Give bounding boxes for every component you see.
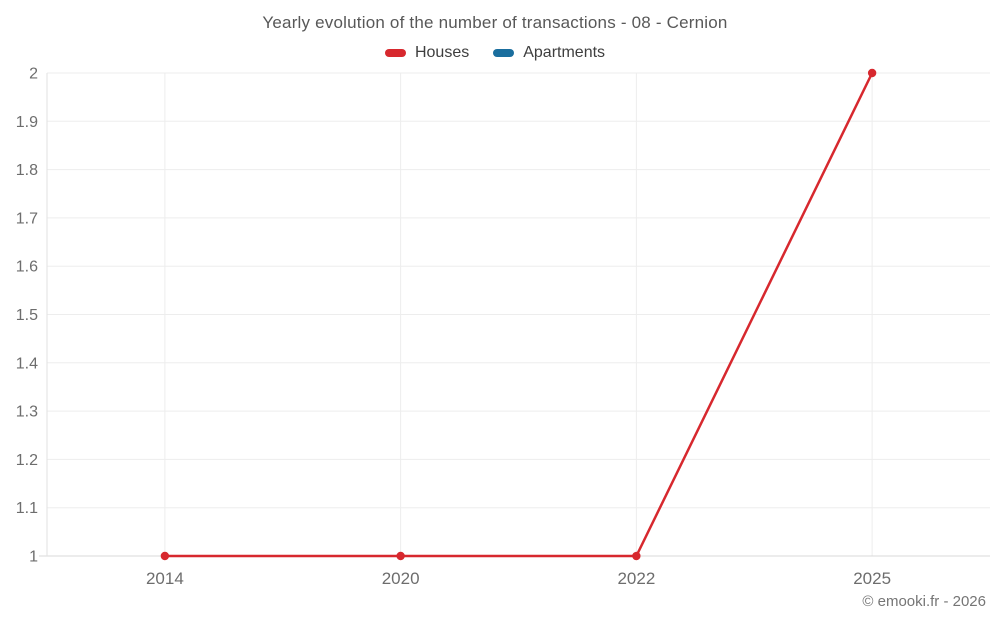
- data-point[interactable]: [867, 68, 877, 78]
- x-axis-tick-label: 2022: [617, 569, 655, 588]
- data-point[interactable]: [632, 551, 641, 561]
- data-point[interactable]: [396, 551, 405, 561]
- y-axis-tick-label: 1: [29, 549, 38, 566]
- copyright-text: © emooki.fr - 2026: [862, 593, 986, 610]
- legend-label-apartments: Apartments: [523, 44, 606, 61]
- y-axis-tick-label: 1.5: [16, 307, 38, 324]
- y-axis-tick-label: 1.9: [16, 114, 38, 131]
- legend-item-houses[interactable]: Houses: [384, 44, 470, 62]
- y-axis-tick-label: 1.7: [16, 210, 38, 227]
- x-axis-tick-label: 2020: [382, 569, 420, 588]
- x-axis-tick-label: 2014: [146, 569, 184, 588]
- chart-title: Yearly evolution of the number of transa…: [262, 13, 728, 32]
- y-axis-tick-label: 2: [29, 66, 38, 83]
- x-axis-tick-label: 2025: [853, 569, 891, 588]
- legend-label-houses: Houses: [414, 44, 470, 61]
- legend: Houses Apartments: [0, 44, 990, 62]
- legend-item-apartments[interactable]: Apartments: [493, 44, 605, 62]
- y-axis-tick-label: 1.6: [16, 259, 38, 276]
- y-axis-tick-label: 1.1: [16, 500, 38, 517]
- y-axis-tick-label: 1.4: [16, 355, 38, 372]
- legend-swatch-houses: [384, 49, 406, 57]
- legend-swatch-apartments: [493, 49, 515, 57]
- y-axis-tick-label: 1.2: [16, 452, 38, 469]
- series-line-houses: [164, 72, 874, 558]
- y-axis-tick-label: 1.3: [16, 404, 38, 421]
- y-axis-tick-label: 1.8: [16, 162, 38, 179]
- data-point[interactable]: [160, 551, 170, 561]
